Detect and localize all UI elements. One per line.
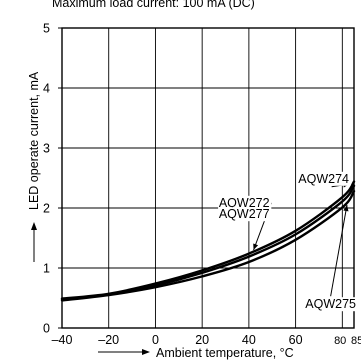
x-tick-label: 80 bbox=[334, 335, 346, 347]
y-tick-label: 3 bbox=[43, 142, 50, 156]
x-tick-label: –20 bbox=[98, 333, 119, 347]
x-axis-title: Ambient temperature, °C bbox=[156, 346, 294, 360]
y-tick-label: 1 bbox=[43, 262, 50, 276]
x-axis-arrow-icon bbox=[98, 349, 150, 355]
y-tick-label: 5 bbox=[43, 22, 50, 36]
series-line bbox=[60, 184, 356, 301]
x-tick-label: –40 bbox=[52, 333, 73, 347]
annotation-arrowhead bbox=[253, 243, 259, 250]
chart-caption: Maximum load current: 100 mA (DC) bbox=[52, 0, 255, 10]
x-tick-label: 60 bbox=[289, 333, 303, 347]
y-axis-title: LED operate current, mA bbox=[27, 71, 41, 210]
series-lines bbox=[60, 180, 356, 302]
annotation-label: AQW274 bbox=[298, 172, 349, 186]
x-tick-label: 85 bbox=[351, 335, 361, 347]
annotation-label-bg bbox=[218, 207, 272, 222]
y-axis-title-group: LED operate current, mA bbox=[27, 71, 41, 210]
annotation-label-bg bbox=[304, 297, 358, 312]
annotation-leader-line bbox=[330, 204, 348, 297]
plot-frame bbox=[61, 27, 355, 329]
annotation-label-bg bbox=[297, 171, 351, 186]
x-tick-label: 0 bbox=[152, 333, 159, 347]
annotation-label: AQW275 bbox=[305, 297, 356, 311]
y-tick-label: 4 bbox=[43, 82, 50, 96]
y-axis-arrow-icon bbox=[31, 222, 37, 262]
x-tick-label: 20 bbox=[195, 333, 209, 347]
annotation-label: AQW277 bbox=[219, 207, 270, 221]
series-line bbox=[60, 190, 356, 302]
axis-ticks: –40 –20 0 20 40 60 80 85 0 1 2 3 4 5 bbox=[43, 22, 361, 348]
annotation-arrowhead bbox=[343, 205, 349, 212]
series-line bbox=[60, 180, 356, 300]
annotation-label: AQW272 bbox=[219, 196, 270, 210]
x-tick-label: 40 bbox=[242, 333, 256, 347]
y-tick-label: 0 bbox=[43, 322, 50, 336]
annotation-label-bg bbox=[218, 195, 272, 210]
y-tick-label: 2 bbox=[43, 202, 50, 216]
